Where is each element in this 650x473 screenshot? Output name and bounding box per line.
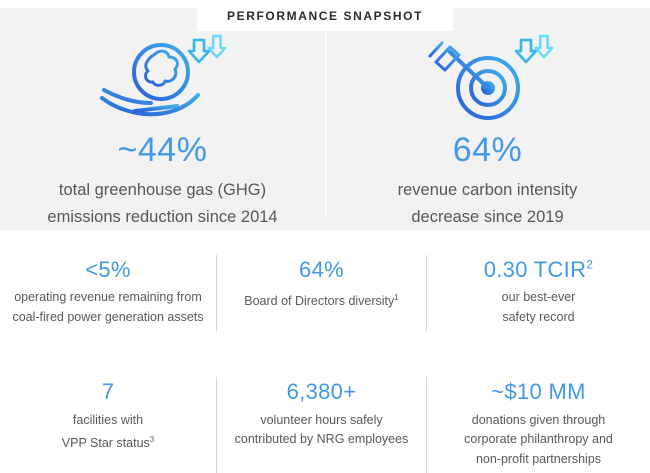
stat-donations: ~$10 MM donations given through corporat… <box>427 377 650 473</box>
hero-panel: ~44% total greenhouse gas (GHG) emission… <box>0 8 650 230</box>
footnote-marker: 3 <box>149 435 155 445</box>
stat-description: Board of Directors diversity1 <box>225 288 418 312</box>
footnote-marker: 1 <box>394 293 399 303</box>
stat-volunteer-hours: 6,380+ volunteer hours safely contribute… <box>216 377 427 473</box>
stat-value: 64% <box>299 257 344 282</box>
stat-coal-revenue: <5% operating revenue remaining from coa… <box>0 255 216 331</box>
stat-vpp-facilities: 7 facilities with VPP Star status3 <box>0 377 216 473</box>
decrease-arrows-icon <box>187 34 226 64</box>
stats-row-2: 7 facilities with VPP Star status3 6,380… <box>0 377 650 473</box>
stat-desc-line: donations given through <box>471 412 606 427</box>
stat-desc-line: facilities with <box>72 412 144 427</box>
stat-desc-line: our best-ever <box>501 290 576 305</box>
globe-in-hand-icon <box>97 32 229 128</box>
hero-desc-line: decrease since 2019 <box>411 208 564 227</box>
hero-desc-line: revenue carbon intensity <box>397 181 578 200</box>
stat-description: our best-ever safety record <box>435 288 642 327</box>
hero-vertical-divider <box>325 30 327 216</box>
stat-value: 0.30 TCIR2 <box>483 257 594 282</box>
hero-stat-description: total greenhouse gas (GHG) emissions red… <box>47 177 277 231</box>
stat-desc-line: safety record <box>502 309 575 324</box>
hero-stat-value: 64% <box>452 131 523 169</box>
stat-safety-record: 0.30 TCIR2 our best-ever safety record <box>427 255 650 331</box>
stats-grid: <5% operating revenue remaining from coa… <box>0 230 650 473</box>
hero-stat-ghg-reduction: ~44% total greenhouse gas (GHG) emission… <box>0 8 325 230</box>
stat-desc-line: VPP Star status3 <box>61 435 155 451</box>
target-arrow-icon <box>422 32 554 128</box>
stat-desc-line: Board of Directors diversity1 <box>244 293 399 309</box>
stat-value: ~$10 MM <box>491 379 586 405</box>
stat-value: 7 <box>101 379 115 405</box>
stat-description: volunteer hours safely contributed by NR… <box>225 411 418 450</box>
stat-desc-line: contributed by NRG employees <box>234 432 409 447</box>
hero-stat-description: revenue carbon intensity decrease since … <box>398 177 578 231</box>
stat-value: 6,380+ <box>286 379 357 405</box>
stat-description: donations given through corporate philan… <box>435 411 642 470</box>
stat-desc-line: non-profit partnerships <box>475 451 602 466</box>
hero-stat-carbon-intensity: 64% revenue carbon intensity decrease si… <box>325 8 650 230</box>
stats-row-1: <5% operating revenue remaining from coa… <box>0 255 650 332</box>
footnote-marker: 2 <box>586 257 594 272</box>
stat-desc-line: operating revenue remaining from <box>14 290 202 305</box>
decrease-arrows-icon <box>514 34 553 64</box>
hero-stat-value: ~44% <box>117 131 208 169</box>
hero-desc-line: emissions reduction since 2014 <box>47 208 278 227</box>
section-title-tab: PERFORMANCE SNAPSHOT <box>196 8 454 31</box>
stat-board-diversity: 64% Board of Directors diversity1 <box>216 255 427 332</box>
hero-desc-line: total greenhouse gas (GHG) <box>58 181 267 200</box>
stat-desc-line: corporate philanthropy and <box>464 432 613 447</box>
stat-description: operating revenue remaining from coal-fi… <box>8 288 208 327</box>
stat-value: <5% <box>85 257 131 282</box>
page-title: PERFORMANCE SNAPSHOT <box>226 9 424 23</box>
performance-snapshot-infographic: ~44% total greenhouse gas (GHG) emission… <box>0 8 650 473</box>
stat-description: facilities with VPP Star status3 <box>8 411 208 454</box>
stat-desc-line: coal-fired power generation assets <box>12 309 204 324</box>
stat-desc-line: volunteer hours safely <box>260 412 383 427</box>
